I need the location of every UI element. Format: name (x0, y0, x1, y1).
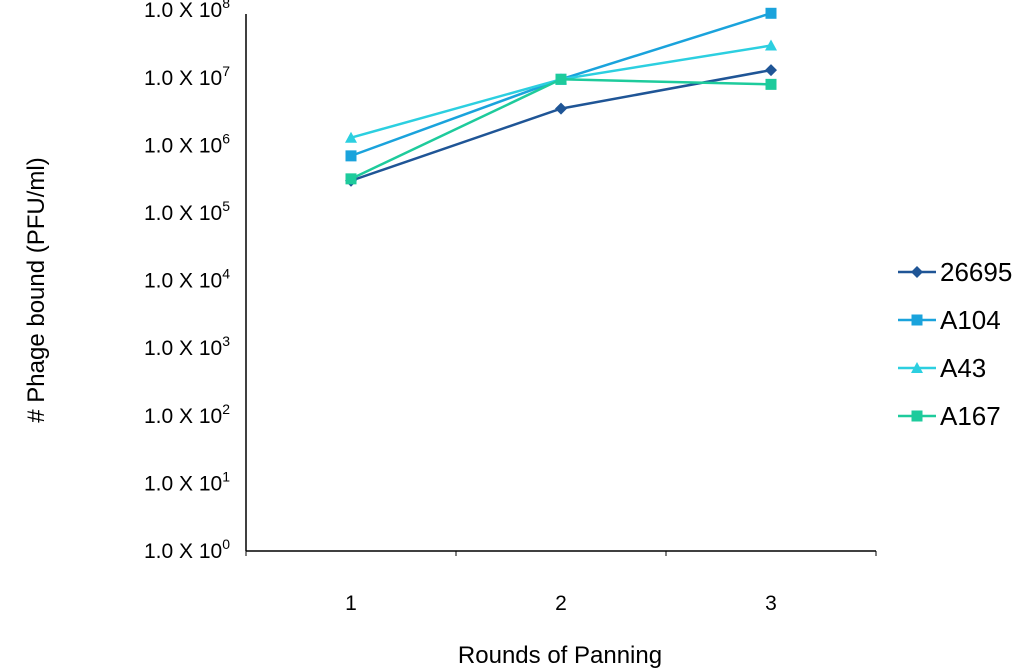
x-tick-label: 3 (765, 592, 777, 615)
legend-swatch-marker (911, 362, 923, 373)
y-tick-exponent: 5 (222, 198, 230, 214)
y-tick-base: 1.0 X 10 (144, 337, 222, 360)
y-tick-base: 1.0 X 10 (144, 270, 222, 293)
y-tick-label: 1.0 X 105 (144, 198, 230, 225)
y-tick-label: 1.0 X 101 (144, 468, 230, 495)
series-A167 (345, 73, 777, 185)
data-point (555, 73, 567, 85)
data-point (345, 131, 357, 143)
series-A43 (345, 39, 777, 143)
x-tick-label: 2 (555, 592, 567, 615)
y-axis-title: # Phage bound (PFU/ml) (23, 157, 50, 422)
legend-label: 26695 (940, 257, 1012, 287)
legend-swatch-marker (911, 410, 923, 422)
legend-item: A104 (898, 305, 1001, 335)
legend-item: A43 (898, 353, 986, 383)
data-point (765, 7, 777, 19)
legend: 26695 A104 A43 A167 (898, 257, 1012, 431)
y-tick-label: 1.0 X 108 (144, 0, 230, 22)
y-tick-base: 1.0 X 10 (144, 405, 222, 428)
y-tick-base: 1.0 X 10 (144, 472, 222, 495)
y-tick-label: 1.0 X 102 (144, 401, 230, 428)
legend-item: A167 (898, 401, 1001, 431)
legend-label: A104 (940, 305, 1001, 335)
axes (245, 14, 877, 556)
y-tick-exponent: 0 (222, 536, 230, 552)
y-tick-label: 1.0 X 106 (144, 130, 230, 157)
x-tick-labels: 1 2 3 (345, 592, 777, 615)
y-tick-exponent: 1 (222, 468, 230, 484)
legend-label: A167 (940, 401, 1001, 431)
y-tick-base: 1.0 X 10 (144, 202, 222, 225)
y-tick-label: 1.0 X 100 (144, 536, 230, 563)
y-tick-label: 1.0 X 104 (144, 266, 230, 293)
data-point (555, 102, 567, 115)
y-tick-label: 1.0 X 107 (144, 63, 230, 90)
data-point (345, 173, 357, 185)
y-tick-base: 1.0 X 10 (144, 540, 222, 563)
legend-item: 26695 (898, 257, 1012, 287)
y-tick-exponent: 3 (222, 333, 230, 349)
data-point (765, 64, 777, 77)
y-tick-base: 1.0 X 10 (144, 67, 222, 90)
y-tick-exponent: 2 (222, 401, 230, 417)
legend-label: A43 (940, 353, 986, 383)
legend-swatch-marker (911, 314, 923, 326)
data-point (765, 78, 777, 90)
y-tick-base: 1.0 X 10 (144, 134, 222, 157)
x-axis-title: Rounds of Panning (458, 642, 662, 669)
data-point (345, 150, 357, 162)
y-tick-label: 1.0 X 103 (144, 333, 230, 360)
data-point (765, 39, 777, 51)
y-tick-base: 1.0 X 10 (144, 0, 222, 22)
series-line (350, 44, 772, 139)
series-line (350, 78, 772, 180)
series-line (350, 68, 772, 182)
series-lines (345, 7, 777, 187)
y-tick-exponent: 8 (222, 0, 230, 11)
x-tick-label: 1 (345, 592, 357, 615)
legend-swatch-marker (911, 266, 923, 278)
y-tick-exponent: 6 (222, 130, 230, 146)
y-tick-exponent: 7 (222, 63, 230, 79)
y-tick-exponent: 4 (222, 266, 230, 282)
